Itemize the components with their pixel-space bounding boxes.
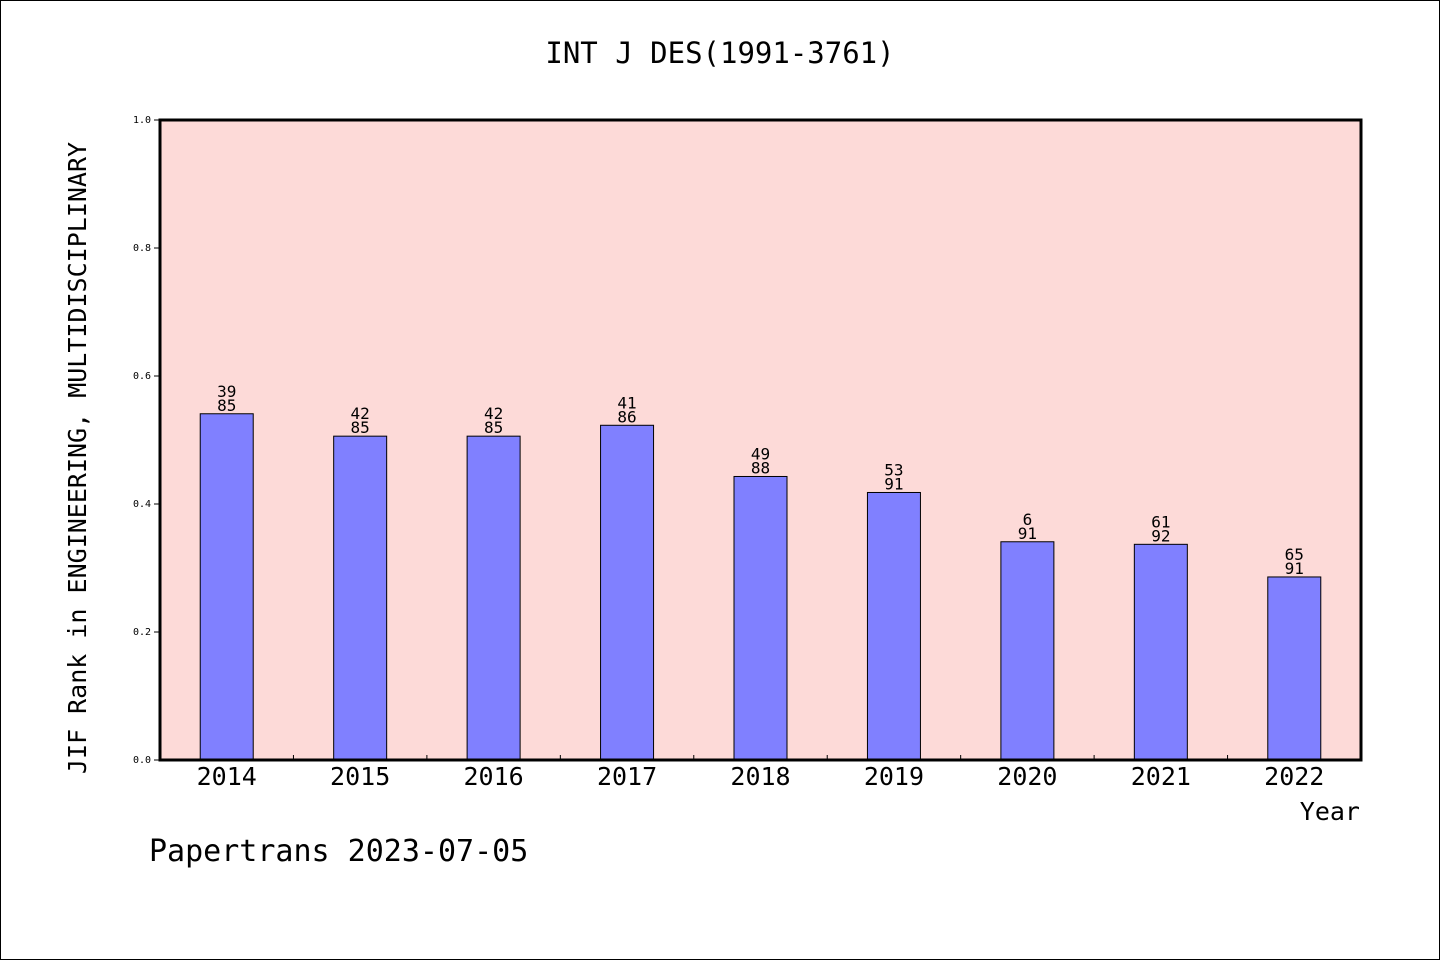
bar-label-total: 91 (1285, 559, 1304, 578)
bar-label-total: 91 (1018, 524, 1037, 543)
x-tick-label: 2021 (1131, 762, 1191, 791)
bar-label-total: 85 (351, 418, 370, 437)
bar (333, 435, 388, 761)
bar (1133, 543, 1188, 761)
x-tick-label: 2019 (864, 762, 924, 791)
x-tick-label: 2015 (330, 762, 390, 791)
bar-label-rank: 6 (1023, 510, 1033, 529)
chart-title: INT J DES(1991-3761) (545, 36, 895, 70)
bar-label-rank: 42 (484, 404, 503, 423)
bar-label-rank: 39 (217, 382, 236, 401)
bar-label-rank: 42 (351, 404, 370, 423)
bar-label-rank: 41 (617, 393, 636, 412)
x-tick-label: 2020 (997, 762, 1057, 791)
bar (1000, 541, 1055, 761)
bar-label-total: 91 (884, 474, 903, 493)
y-tick-label: 0.2 (133, 627, 151, 638)
bar-label-rank: 53 (884, 460, 903, 479)
bar-label-rank: 65 (1285, 545, 1304, 564)
bar (466, 435, 521, 761)
x-tick-label: 2018 (730, 762, 790, 791)
bar-label-total: 88 (751, 458, 770, 477)
bar-label-rank: 49 (751, 444, 770, 463)
bar (1267, 576, 1322, 761)
bar-label-total: 86 (617, 407, 636, 426)
y-tick-label: 1.0 (133, 115, 151, 126)
bar-label-rank: 61 (1151, 512, 1170, 531)
bar-label-total: 92 (1151, 526, 1170, 545)
x-tick-label: 2016 (464, 762, 524, 791)
x-axis-label: Year (1300, 797, 1360, 826)
bar (733, 475, 788, 761)
y-tick-label: 0.6 (133, 371, 151, 382)
bar-label-total: 85 (484, 418, 503, 437)
bar-label-total: 85 (217, 396, 236, 415)
footer-note: Papertrans 2023-07-05 (149, 834, 529, 869)
bar (866, 491, 921, 761)
plot-border (158, 118, 1363, 762)
y-tick-label: 0.0 (133, 755, 151, 766)
bar (600, 424, 655, 761)
y-axis-label: JIF Rank in ENGINEERING, MULTIDISCIPLINA… (63, 142, 92, 774)
x-tick-label: 2022 (1264, 762, 1324, 791)
x-tick-label: 2014 (197, 762, 257, 791)
bar (199, 413, 254, 761)
x-tick-label: 2017 (597, 762, 657, 791)
y-tick-label: 0.8 (133, 243, 151, 254)
y-tick-label: 0.4 (133, 499, 151, 510)
